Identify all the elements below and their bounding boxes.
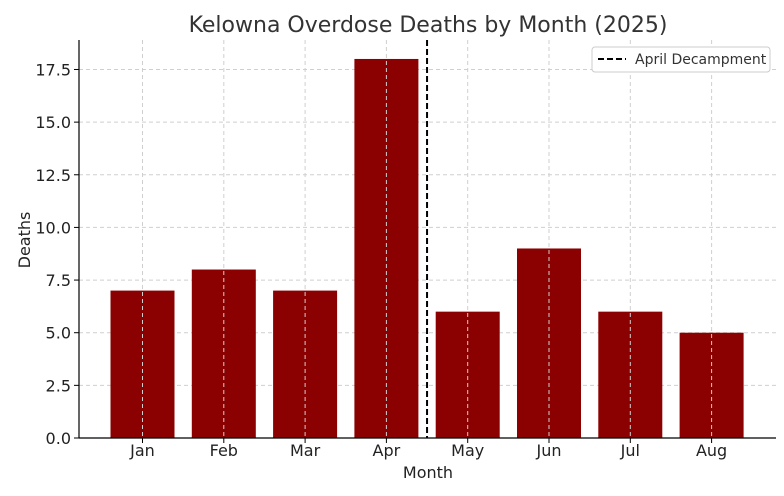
x-tick-label: Jan [129, 441, 155, 460]
bar-feb [191, 269, 256, 438]
y-tick-label: 12.5 [35, 166, 71, 185]
y-tick-label: 15.0 [35, 113, 71, 132]
axes [74, 40, 776, 443]
x-tick-label: Feb [210, 441, 238, 460]
legend-entry: April Decampment [635, 52, 767, 68]
x-tick-label: Jun [536, 441, 562, 460]
x-tick-labels: Jan Feb Mar Apr May Jun Jul Aug [129, 441, 727, 460]
y-tick-labels: 0.0 2.5 5.0 7.5 10.0 12.5 15.0 17.5 [35, 60, 71, 448]
x-tick-label: Jul [620, 441, 640, 460]
x-tick-label: May [451, 441, 484, 460]
y-tick-label: 17.5 [35, 60, 71, 79]
legend: April Decampment [591, 46, 771, 73]
y-tick-label: 2.5 [46, 376, 71, 395]
y-tick-label: 7.5 [46, 271, 71, 290]
x-tick-label: Aug [696, 441, 727, 460]
y-tick-label: 10.0 [35, 218, 71, 237]
y-axis-label: Deaths [15, 212, 34, 269]
y-tick-label: 5.0 [46, 324, 71, 343]
bar-apr [354, 58, 419, 438]
x-axis-label: Month [403, 463, 453, 482]
x-tick-label: Apr [373, 441, 401, 460]
legend-box [591, 46, 771, 73]
bar-jul [598, 311, 663, 438]
bar-may [435, 311, 500, 438]
y-tick-label: 0.0 [46, 429, 71, 448]
x-tick-label: Mar [290, 441, 321, 460]
chart-title: Kelowna Overdose Deaths by Month (2025) [189, 13, 668, 38]
